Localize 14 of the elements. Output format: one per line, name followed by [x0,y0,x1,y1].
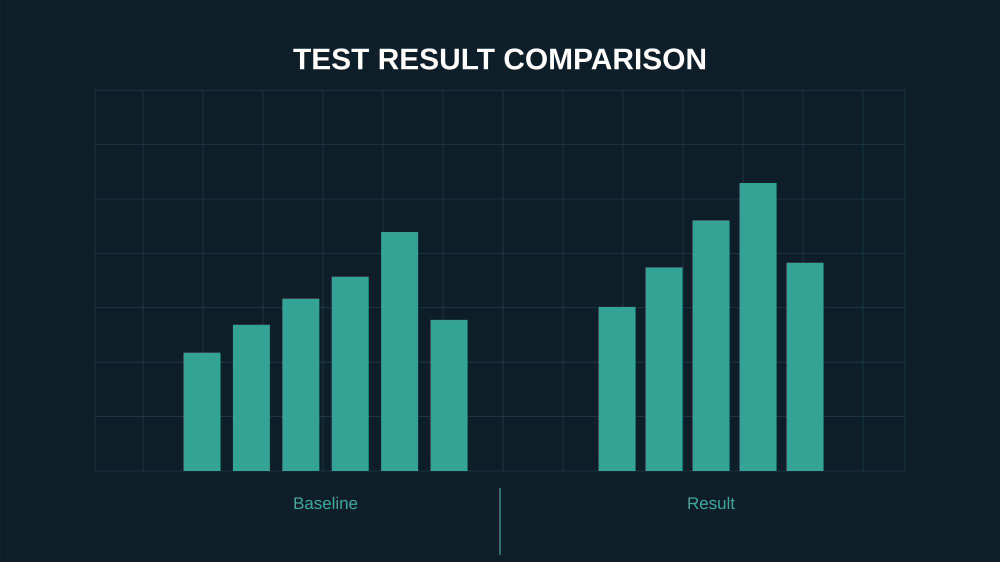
bar [381,232,418,471]
bar [786,262,824,471]
bar [646,267,683,471]
bar [332,276,369,471]
bar [598,306,636,471]
x-axis-title: Baseline [294,496,358,510]
bar [232,324,270,471]
bar [282,298,320,471]
bar [430,320,468,471]
chart-title: TEST RESULT COMPARISON [293,48,706,70]
x-axis-title: Result [688,496,735,510]
bar [740,182,777,471]
bar [692,220,730,471]
bar [184,352,221,471]
